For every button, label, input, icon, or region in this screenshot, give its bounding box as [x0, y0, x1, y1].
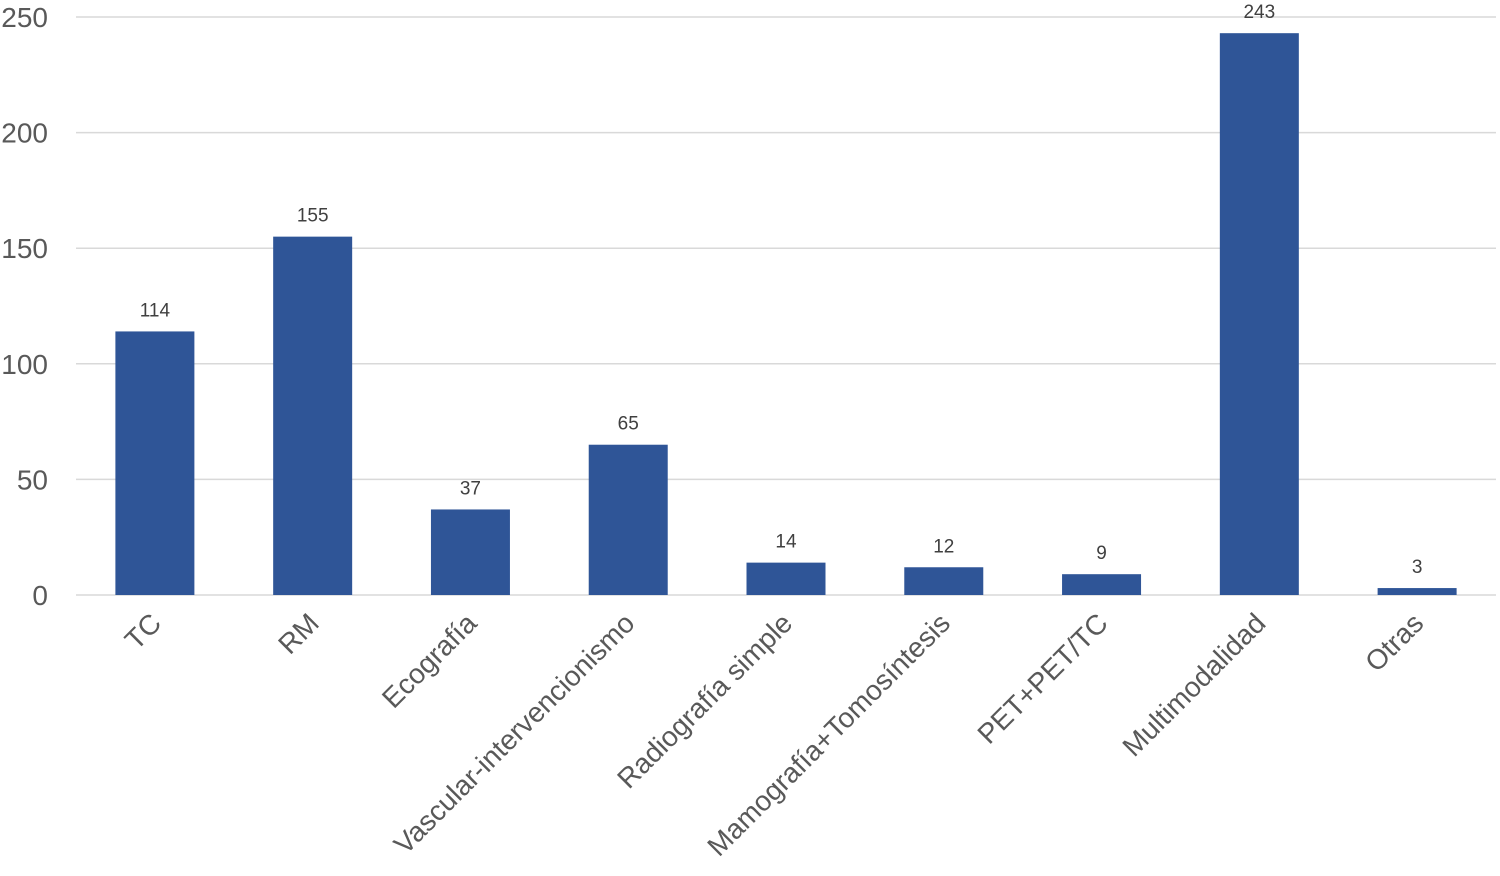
bars [115, 33, 1457, 595]
bar [1219, 33, 1299, 595]
y-tick-label: 250 [1, 2, 48, 33]
x-tick-label: PET+PET/TC [971, 607, 1113, 749]
x-tick-label: Multimodalidad [1116, 607, 1271, 762]
y-tick-label: 0 [32, 580, 48, 611]
bar [904, 567, 984, 595]
x-tick-label: RM [272, 607, 325, 660]
bar [430, 509, 510, 595]
x-axis: TC RM EcografíaVascular-intervencionismoRa… [119, 607, 1430, 862]
y-tick-label: 150 [1, 233, 48, 264]
data-label: 65 [618, 414, 639, 435]
bar [746, 562, 826, 595]
bar [588, 444, 668, 595]
x-tick-label: Otras [1359, 607, 1429, 677]
y-tick-label: 50 [17, 464, 48, 495]
data-label: 114 [140, 300, 171, 321]
x-tick-label: TC [119, 607, 167, 655]
data-label: 243 [1243, 2, 1275, 23]
data-label: 3 [1412, 557, 1423, 578]
bar [1062, 574, 1142, 595]
data-label: 37 [460, 478, 481, 499]
y-tick-label: 100 [1, 349, 48, 380]
bar [1377, 588, 1457, 595]
x-tick-label: Radiografía simple [611, 607, 798, 794]
bar [115, 331, 195, 595]
data-labels: 114 155 37 65 14 12 9 243 3 [140, 2, 1423, 578]
y-tick-label: 200 [1, 118, 48, 149]
x-tick-label: Ecografía [376, 607, 483, 714]
data-label: 12 [933, 536, 954, 557]
data-label: 14 [775, 532, 797, 553]
y-axis: 0 50 100 150 200 250 [1, 2, 48, 611]
bar [273, 236, 353, 595]
data-label: 155 [297, 206, 329, 227]
data-label: 9 [1096, 543, 1107, 564]
